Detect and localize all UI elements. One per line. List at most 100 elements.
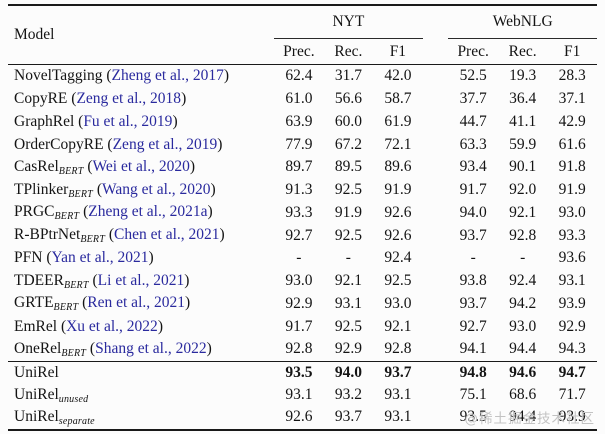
metric-value: 77.9 <box>285 135 313 153</box>
metric-value: 93.0 <box>384 294 412 312</box>
model-subscript: separate <box>58 415 95 427</box>
metric-value: 89.7 <box>285 158 313 176</box>
table-row: PFN (Yan et al., 2021) - - 92.4 - - 93.6 <box>8 247 597 270</box>
column-gap <box>423 384 449 406</box>
table-row: EmRel (Xu et al., 2022) 91.7 92.5 92.1 92.7 9… <box>8 315 597 338</box>
table-row: NovelTagging (Zheng et al., 2017) 62.4 31.… <box>8 65 597 88</box>
metric-value: 42.9 <box>558 112 586 130</box>
metric-value: 92.4 <box>509 272 537 290</box>
metric-value: 94.6 <box>509 363 537 381</box>
metric-value: 28.3 <box>558 67 586 85</box>
metric-value: 37.1 <box>558 90 586 108</box>
metric-value: 92.9 <box>334 340 362 358</box>
metric-value: 75.1 <box>459 386 487 404</box>
metric-value: 92.5 <box>334 317 362 335</box>
model-name: TDEERBERT (Li et al., 2021) <box>14 271 190 291</box>
metric-value: 94.0 <box>334 363 362 381</box>
model-subscript: BERT <box>63 279 89 291</box>
results-table: Model NYT WebNLG Prec. Rec. F1 Prec. Rec… <box>8 4 597 431</box>
metric-value: 91.9 <box>384 181 412 199</box>
citation-link[interactable]: Xu et al., 2022 <box>66 317 158 335</box>
metric-value: 93.2 <box>334 386 362 404</box>
table-row: CopyRE (Zeng et al., 2018) 61.0 56.6 58.7 37… <box>8 88 597 111</box>
group-header-nyt: NYT <box>274 5 423 39</box>
metric-value: 92.4 <box>384 249 412 267</box>
metric-value: 92.5 <box>334 226 362 244</box>
citation-link[interactable]: Li et al., 2021 <box>97 271 185 289</box>
metric-value: 94.4 <box>509 340 537 358</box>
metric-value: 94.0 <box>459 203 487 221</box>
citation-link[interactable]: Yan et al., 2021 <box>51 249 149 267</box>
metric-value: - <box>520 249 526 267</box>
group-header-webnlg: WebNLG <box>448 5 597 39</box>
metric-value: 52.5 <box>459 67 487 85</box>
column-gap <box>423 293 449 316</box>
metric-value: 91.9 <box>558 181 586 199</box>
table-row: GraphRel (Fu et al., 2019) 63.9 60.0 61.9 44… <box>8 111 597 134</box>
citation-link[interactable]: Zeng et al., 2018 <box>76 90 182 108</box>
column-gap <box>423 406 449 429</box>
model-subscript: BERT <box>61 347 87 359</box>
citation-link[interactable]: Zheng et al., 2017 <box>111 67 224 85</box>
model-name: OneRelBERT (Shang et al., 2022) <box>14 339 212 359</box>
citation-link[interactable]: Wang et al., 2020 <box>101 180 211 198</box>
table-row: UniRelseparate 92.6 93.7 93.1 93.5 94.4 93.9 <box>8 406 597 429</box>
table-row: OneRelBERT (Shang et al., 2022) 92.8 92.9 9… <box>8 338 597 361</box>
column-gap <box>423 202 449 225</box>
model-name: GraphRel (Fu et al., 2019) <box>14 112 178 130</box>
metric-value: 92.1 <box>384 317 412 335</box>
metric-value: 94.4 <box>509 408 537 426</box>
column-gap <box>423 247 449 270</box>
column-gap <box>423 88 449 111</box>
citation-link[interactable]: Zeng et al., 2019 <box>112 135 218 153</box>
model-subscript: BERT <box>53 302 79 314</box>
metric-value: 92.8 <box>509 226 537 244</box>
model-name: R-BPtrNetBERT (Chen et al., 2021) <box>14 226 225 246</box>
metric-value: 94.3 <box>558 340 586 358</box>
metric-value: 60.0 <box>334 112 362 130</box>
metric-value: 94.2 <box>509 294 537 312</box>
citation-link[interactable]: Shang et al., 2022 <box>95 339 207 357</box>
model-name: UniRelunused <box>14 385 89 405</box>
metric-value: 93.9 <box>558 408 586 426</box>
table-row: UniRel 93.5 94.0 93.7 94.8 94.6 94.7 <box>8 361 597 384</box>
metric-value: 93.1 <box>558 272 586 290</box>
table-row: TDEERBERT (Li et al., 2021) 93.0 92.1 92.5 9… <box>8 270 597 293</box>
metric-value: 92.6 <box>285 408 313 426</box>
citation-link[interactable]: Ren et al., 2021 <box>87 294 185 312</box>
table-row: GRTEBERT (Ren et al., 2021) 92.9 93.1 93.0 9… <box>8 293 597 316</box>
column-gap <box>423 133 449 156</box>
model-name: NovelTagging (Zheng et al., 2017) <box>14 67 230 85</box>
model-name: UniRelseparate <box>14 407 95 427</box>
metric-value: 94.1 <box>459 340 487 358</box>
citation-link[interactable]: Wei et al., 2020 <box>92 157 190 175</box>
metric-value: 93.0 <box>558 203 586 221</box>
metric-value: 93.3 <box>285 203 313 221</box>
metric-value: 31.7 <box>334 67 362 85</box>
column-gap <box>423 224 449 247</box>
column-gap <box>423 65 449 88</box>
citation-link[interactable]: Fu et al., 2019 <box>83 112 173 130</box>
table-row: TPlinkerBERT (Wang et al., 2020) 91.3 92.5… <box>8 179 597 202</box>
column-header-model: Model <box>8 5 275 65</box>
metric-value: 93.0 <box>285 272 313 290</box>
table-row: CasRelBERT (Wei et al., 2020) 89.7 89.5 89.… <box>8 156 597 179</box>
metric-value: 19.3 <box>509 67 537 85</box>
metric-value: 93.7 <box>334 408 362 426</box>
metric-value: 72.1 <box>384 135 412 153</box>
unirel-rows: UniRel 93.5 94.0 93.7 94.8 94.6 94.7 UniRelunus… <box>8 361 597 429</box>
metric-value: 89.6 <box>384 158 412 176</box>
metric-value: 90.1 <box>509 158 537 176</box>
metric-value: 56.6 <box>334 90 362 108</box>
citation-link[interactable]: Zheng et al., 2021a <box>88 203 208 221</box>
column-header-f1: F1 <box>373 38 423 65</box>
metric-value: 92.6 <box>384 226 412 244</box>
metric-value: 94.8 <box>459 363 487 381</box>
metric-value: 37.7 <box>459 90 487 108</box>
table-row: R-BPtrNetBERT (Chen et al., 2021) 92.7 92.… <box>8 224 597 247</box>
citation-link[interactable]: Chen et al., 2021 <box>114 226 220 244</box>
column-gap <box>423 179 449 202</box>
metric-value: 62.4 <box>285 67 313 85</box>
column-gap <box>423 5 449 39</box>
metric-value: 89.5 <box>334 158 362 176</box>
